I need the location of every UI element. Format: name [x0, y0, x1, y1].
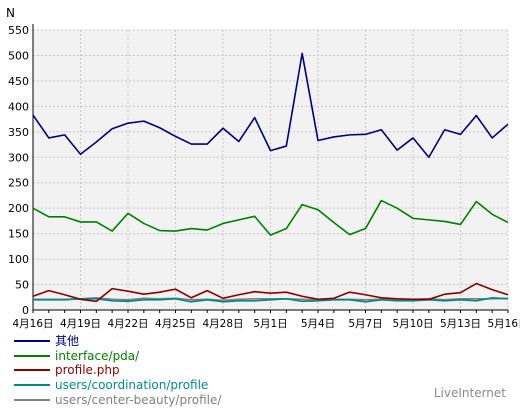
series-line-2 [32, 282, 509, 303]
series-line-1 [32, 199, 509, 236]
legend-label: 其他 [55, 334, 80, 349]
x-tick-label: 5月10日 [392, 318, 433, 330]
y-tick-label: 450 [8, 75, 29, 88]
y-tick-label: 50 [15, 279, 29, 292]
legend-label: users/coordination/profile [55, 378, 209, 393]
legend-swatch [14, 369, 50, 372]
x-tick-label: 4月25日 [155, 318, 196, 330]
watermark-liveinternet: LiveInternet [433, 386, 506, 400]
x-tick-label: 4月22日 [107, 318, 148, 330]
y-tick-label: 400 [8, 100, 29, 113]
x-tick-label: 4月19日 [60, 318, 101, 330]
x-tick-label: 5月1日 [253, 318, 287, 330]
x-tick-label: 5月16日 [487, 318, 520, 330]
legend-item-4: users/center-beauty/profile/ [14, 392, 221, 407]
legend-label: interface/pda/ [55, 348, 140, 363]
x-tick-label: 4月16日 [12, 318, 53, 330]
legend-item-1: interface/pda/ [14, 349, 221, 364]
axes: 0 50 100 150 200 250 300 350 400 450 500 550 4月16日 4月… [8, 24, 520, 330]
y-axis-label: N [6, 6, 15, 20]
legend-item-2: profile.php [14, 363, 221, 378]
y-tick-label: 150 [8, 228, 29, 241]
y-tick-label: 300 [8, 151, 29, 164]
x-tick-label: 5月7日 [348, 318, 382, 330]
x-tick-label: 4月28日 [202, 318, 243, 330]
x-tick-label: 5月13日 [440, 318, 481, 330]
legend-item-3: users/coordination/profile [14, 378, 221, 393]
legend-label: profile.php [55, 363, 120, 378]
legend: 其他 interface/pda/profile.php users/coordin… [14, 334, 221, 407]
legend-swatch [14, 398, 50, 401]
legend-swatch [14, 340, 50, 343]
series-line-0 [32, 52, 509, 159]
x-tick-label: 5月4日 [301, 318, 335, 330]
y-tick-label: 250 [8, 177, 29, 190]
legend-swatch [14, 384, 50, 387]
y-tick-label: 500 [8, 49, 29, 62]
grid [32, 29, 509, 310]
y-tick-label: 0 [22, 304, 29, 317]
series-layer [32, 52, 509, 303]
legend-item-0: 其他 [14, 334, 221, 349]
y-tick-label: 550 [8, 24, 29, 37]
y-tick-label: 100 [8, 253, 29, 266]
legend-label: users/center-beauty/profile/ [55, 392, 222, 407]
y-tick-label: 200 [8, 202, 29, 215]
legend-swatch [14, 354, 50, 357]
y-tick-label: 350 [8, 126, 29, 139]
